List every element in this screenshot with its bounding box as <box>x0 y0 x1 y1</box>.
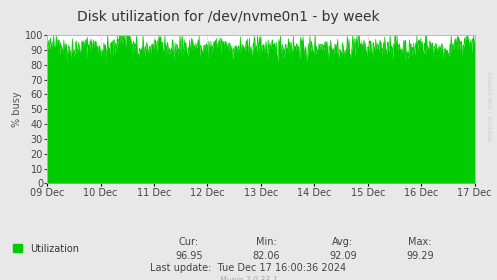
Text: Cur:: Cur: <box>179 237 199 247</box>
Text: 96.95: 96.95 <box>175 251 203 261</box>
Text: 99.29: 99.29 <box>406 251 434 261</box>
Y-axis label: % busy: % busy <box>12 91 22 127</box>
Text: Last update:  Tue Dec 17 16:00:36 2024: Last update: Tue Dec 17 16:00:36 2024 <box>151 263 346 273</box>
Text: Avg:: Avg: <box>332 237 353 247</box>
Text: Max:: Max: <box>408 237 432 247</box>
Legend: Utilization: Utilization <box>9 240 83 258</box>
Text: RRDTOOL / TOBI OETIKER: RRDTOOL / TOBI OETIKER <box>489 72 494 141</box>
Text: Munin 2.0.33-1: Munin 2.0.33-1 <box>220 276 277 280</box>
Text: 82.06: 82.06 <box>252 251 280 261</box>
Text: Min:: Min: <box>255 237 276 247</box>
Text: 92.09: 92.09 <box>329 251 357 261</box>
Text: Disk utilization for /dev/nvme0n1 - by week: Disk utilization for /dev/nvme0n1 - by w… <box>78 10 380 24</box>
